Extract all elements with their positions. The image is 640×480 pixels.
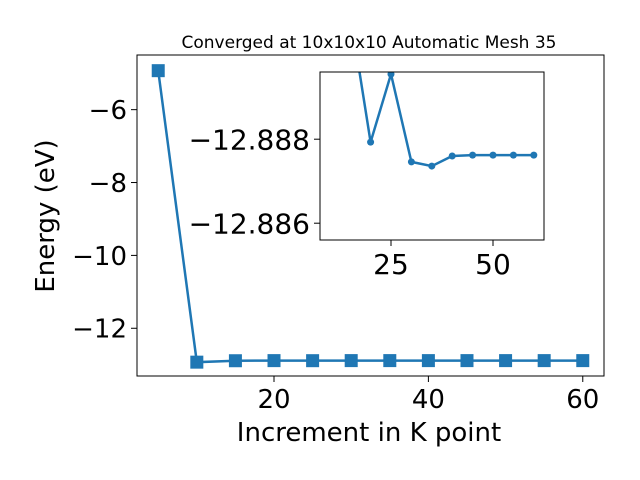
marker — [489, 151, 497, 159]
marker — [347, 10, 354, 17]
marker — [509, 151, 517, 159]
axes-frame — [319, 71, 545, 241]
marker — [499, 354, 513, 368]
x-tick-label: 20 — [257, 385, 290, 415]
x-tick-label: 50 — [475, 248, 511, 281]
marker — [448, 152, 456, 160]
marker — [537, 354, 551, 368]
marker — [387, 72, 395, 78]
marker — [383, 354, 397, 368]
marker — [530, 151, 538, 159]
marker — [576, 354, 590, 368]
y-tick-label: −8 — [89, 169, 127, 199]
marker — [460, 354, 474, 368]
marker — [469, 151, 477, 159]
y-tick-label: −12 — [72, 315, 127, 345]
plot-area — [347, 10, 538, 170]
marker — [428, 162, 436, 170]
plot-area — [151, 64, 590, 369]
marker — [344, 354, 358, 368]
marker — [190, 355, 204, 369]
y-tick-label: −10 — [72, 242, 127, 272]
y-tick-label: −12.886 — [189, 207, 310, 240]
y-tick-label: −6 — [89, 96, 127, 126]
marker — [267, 354, 281, 368]
marker — [367, 138, 375, 146]
chart-title: Converged at 10x10x10 Automatic Mesh 35 — [182, 33, 557, 53]
x-tick-label: 25 — [373, 248, 409, 281]
line — [358, 72, 534, 168]
y-tick-label: −12.888 — [189, 123, 310, 156]
y-axis-label: Energy (eV) — [31, 139, 61, 292]
marker — [306, 354, 320, 368]
marker — [228, 354, 242, 368]
x-tick-label: 60 — [566, 385, 599, 415]
x-tick-label: 40 — [412, 385, 445, 415]
marker — [421, 354, 435, 368]
marker — [407, 158, 415, 166]
marker — [151, 64, 165, 78]
x-axis-label: Increment in K point — [237, 418, 501, 448]
axes-frame — [136, 54, 605, 377]
